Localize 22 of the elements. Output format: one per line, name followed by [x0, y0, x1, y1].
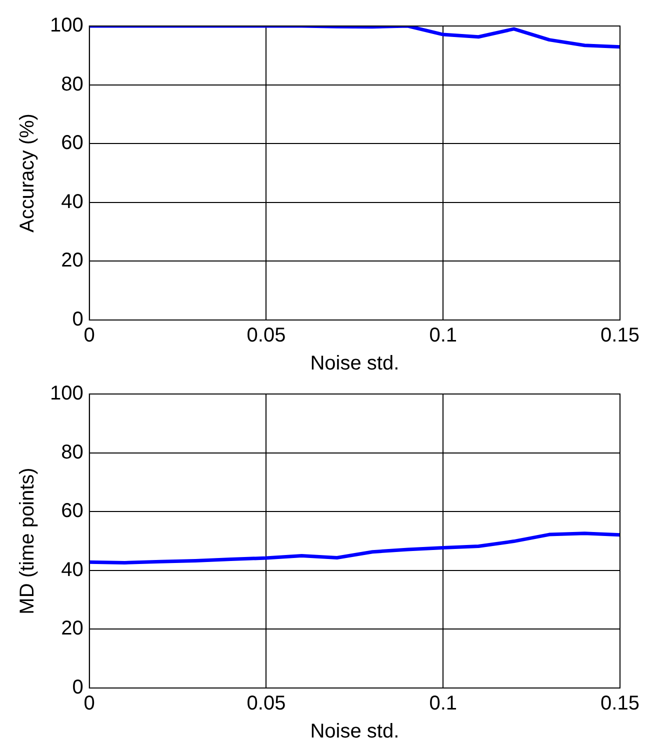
x-tick-label: 0.15: [600, 324, 640, 347]
y-tick-label: 100: [50, 14, 84, 37]
y-tick-label: 20: [61, 250, 84, 272]
x-tick-label: 0.05: [246, 692, 286, 715]
y-tick-label: 20: [61, 618, 84, 640]
x-tick-label: 0.1: [429, 324, 458, 347]
x-tick-label: 0.15: [600, 692, 640, 715]
y-tick-label: 40: [61, 558, 84, 581]
y-tick-label: 40: [61, 190, 84, 213]
y-tick-label: 80: [61, 73, 84, 96]
y-tick-label: 80: [61, 441, 84, 464]
x-tick-label: 0.1: [429, 692, 458, 715]
y-tick-label: 0: [72, 676, 84, 699]
x-tick-label: 0.05: [246, 324, 286, 347]
y-axis-title: MD (time points): [16, 468, 39, 614]
y-axis-title: Accuracy (%): [16, 114, 39, 232]
x-axis-title: Noise std.: [310, 720, 400, 743]
y-tick-label: 0: [72, 308, 84, 331]
x-axis-title: Noise std.: [310, 352, 400, 375]
y-tick-label: 60: [61, 132, 84, 154]
y-tick-label: 60: [61, 500, 84, 522]
y-tick-label: 100: [50, 382, 84, 405]
